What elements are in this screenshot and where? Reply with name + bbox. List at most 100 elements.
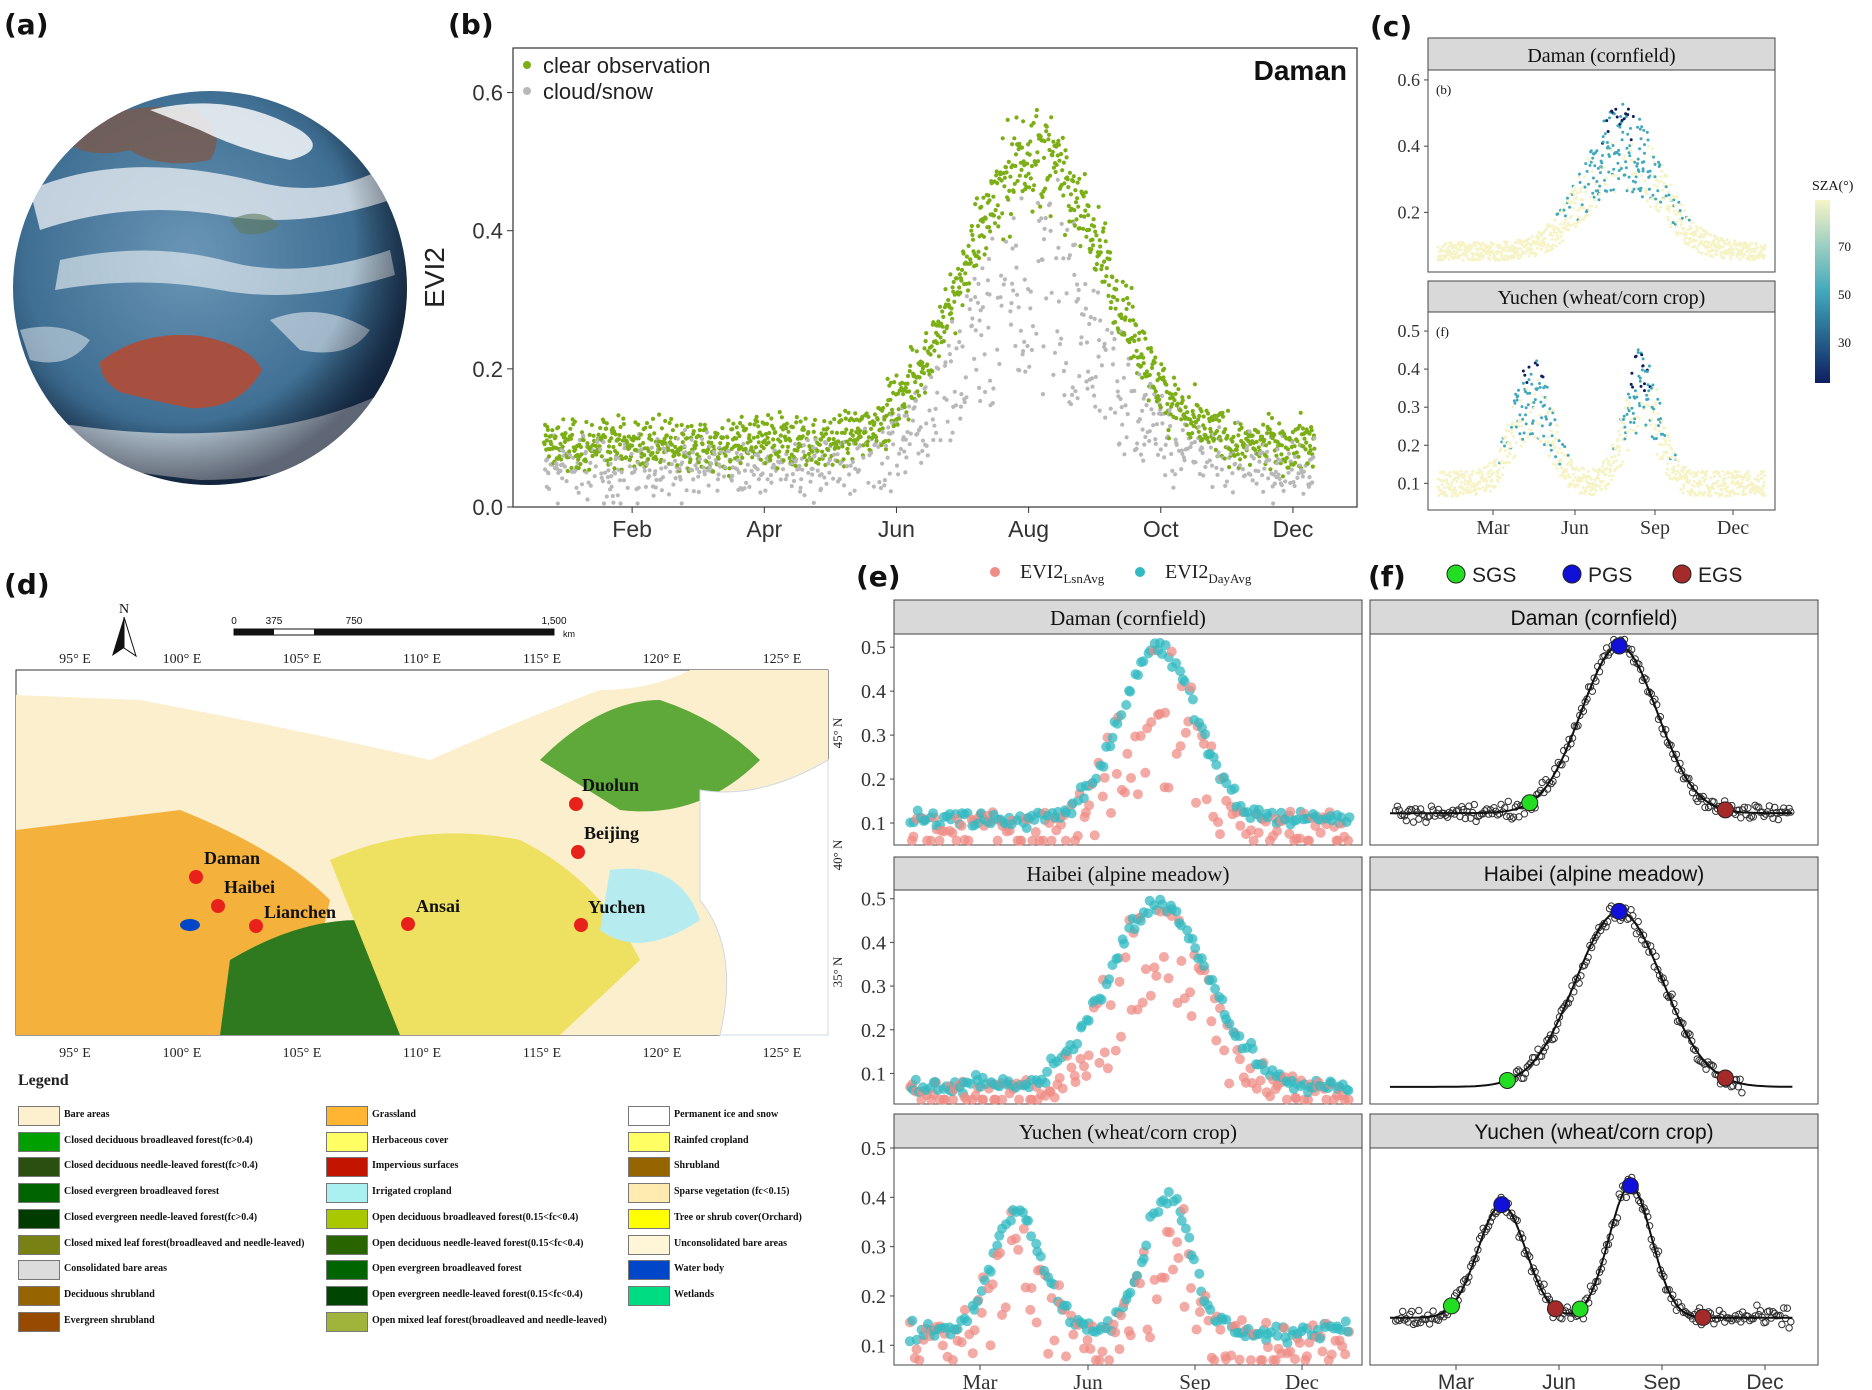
chart-b-point-clear (991, 195, 995, 199)
chart-b-point-cloud (1135, 447, 1139, 451)
chart-b-point-cloud (934, 431, 938, 435)
chart-b-point-clear (962, 251, 966, 255)
map-legend-label: Open deciduous needle-leaved forest(0.15… (372, 1238, 583, 1249)
chart-b-point-cloud (1241, 467, 1245, 471)
map-legend-swatch (628, 1235, 670, 1255)
chart-b-point-clear (1311, 465, 1315, 469)
chart-c-point (1663, 427, 1666, 430)
chart-b-legend-marker (523, 87, 531, 95)
chart-b-point-clear (1184, 405, 1188, 409)
chart-b-point-clear (976, 250, 980, 254)
chart-b-point-cloud (891, 442, 895, 446)
chart-c-point (1578, 220, 1581, 223)
chart-c-point (1645, 192, 1648, 195)
chart-e-legend-label: EVI2LsnAvg (1020, 561, 1105, 586)
chart-c-point (1637, 170, 1640, 173)
chart-c-point (1570, 224, 1573, 227)
chart-c-point (1721, 245, 1724, 248)
chart-b-point-cloud (1214, 466, 1218, 470)
chart-e-ytick-label: 0.1 (861, 1063, 886, 1085)
chart-b-point-clear (1057, 143, 1061, 147)
chart-b-point-cloud (1197, 425, 1201, 429)
chart-c-point (1556, 431, 1559, 434)
chart-b-point-cloud (1286, 471, 1290, 475)
chart-c-point (1517, 389, 1520, 392)
chart-b-point-clear (1083, 172, 1087, 176)
chart-b-point-clear (1030, 210, 1034, 214)
chart-c-point (1650, 387, 1653, 390)
chart-c-point (1648, 394, 1651, 397)
chart-b-point-clear (963, 271, 967, 275)
chart-b-point-cloud (947, 344, 951, 348)
chart-c-point (1521, 425, 1524, 428)
chart-b-xtick-label: Dec (1272, 516, 1313, 542)
chart-c-point (1615, 459, 1618, 462)
chart-b-point-clear (1074, 217, 1078, 221)
chart-c-point (1558, 439, 1561, 442)
chart-b-xtick-label: Apr (746, 516, 782, 542)
chart-c-point (1654, 424, 1657, 427)
chart-c-point (1604, 132, 1607, 135)
chart-b-point-cloud (1096, 290, 1100, 294)
chart-c-point (1602, 166, 1605, 169)
chart-b-point-clear (896, 423, 900, 427)
chart-c-point (1488, 484, 1491, 487)
chart-c-point (1598, 185, 1601, 188)
chart-c-point (1530, 248, 1533, 251)
chart-b-point-cloud (861, 456, 865, 460)
chart-b-point-cloud (1307, 475, 1311, 479)
chart-b-point-cloud (980, 266, 984, 270)
chart-b-point-clear (866, 415, 870, 419)
chart-b-point-cloud (674, 476, 678, 480)
chart-b-point-cloud (1262, 467, 1266, 471)
chart-b-point-clear (780, 415, 784, 419)
chart-b-point-cloud (857, 468, 861, 472)
chart-b-point-cloud (619, 501, 623, 505)
chart-c-point (1629, 421, 1632, 424)
chart-b-point-clear (669, 436, 673, 440)
chart-c-point (1629, 127, 1632, 130)
chart-b-point-cloud (784, 477, 788, 481)
chart-e-point-lsnavg (957, 1337, 967, 1347)
chart-c-point (1677, 464, 1680, 467)
chart-c-point (1541, 395, 1544, 398)
chart-e-point-lsnavg (1106, 1000, 1116, 1010)
map-legend-swatch (326, 1106, 368, 1126)
chart-b-point-clear (660, 426, 664, 430)
chart-c-point (1684, 236, 1687, 239)
map-scalebar-segment (314, 629, 354, 635)
chart-b-point-clear (1027, 185, 1031, 189)
chart-b-point-cloud (1044, 296, 1048, 300)
chart-b-point-cloud (1312, 436, 1316, 440)
chart-b-point-cloud (1278, 477, 1282, 481)
chart-b-point-clear (567, 449, 571, 453)
chart-e-point-lsnavg (1145, 1332, 1155, 1342)
chart-c-point (1724, 482, 1727, 485)
chart-b-point-clear (942, 330, 946, 334)
chart-c-point (1544, 440, 1547, 443)
chart-c-point (1670, 456, 1673, 459)
chart-b-point-cloud (683, 428, 687, 432)
chart-b-point-clear (755, 419, 759, 423)
chart-c-point (1658, 443, 1661, 446)
chart-b-point-cloud (676, 437, 680, 441)
chart-e-point-lsnavg (1187, 1011, 1197, 1021)
chart-b-point-clear (1115, 298, 1119, 302)
chart-c-point (1656, 412, 1659, 415)
chart-b-point-clear (1256, 430, 1260, 434)
chart-c-point (1522, 370, 1525, 373)
chart-b-point-cloud (746, 463, 750, 467)
chart-c-point (1467, 483, 1470, 486)
chart-b-point-clear (1176, 402, 1180, 406)
chart-c-point (1654, 428, 1657, 431)
chart-b-point-cloud (1123, 403, 1127, 407)
chart-e-legend-label: EVI2DayAvg (1165, 561, 1252, 586)
chart-b-point-cloud (1079, 335, 1083, 339)
chart-b-point-cloud (1156, 453, 1160, 457)
chart-b-point-clear (1206, 436, 1210, 440)
chart-b-point-clear (908, 369, 912, 373)
chart-b-point-cloud (1009, 323, 1013, 327)
chart-c-point (1628, 151, 1631, 154)
chart-b-point-cloud (743, 469, 747, 473)
chart-c-point (1682, 491, 1685, 494)
